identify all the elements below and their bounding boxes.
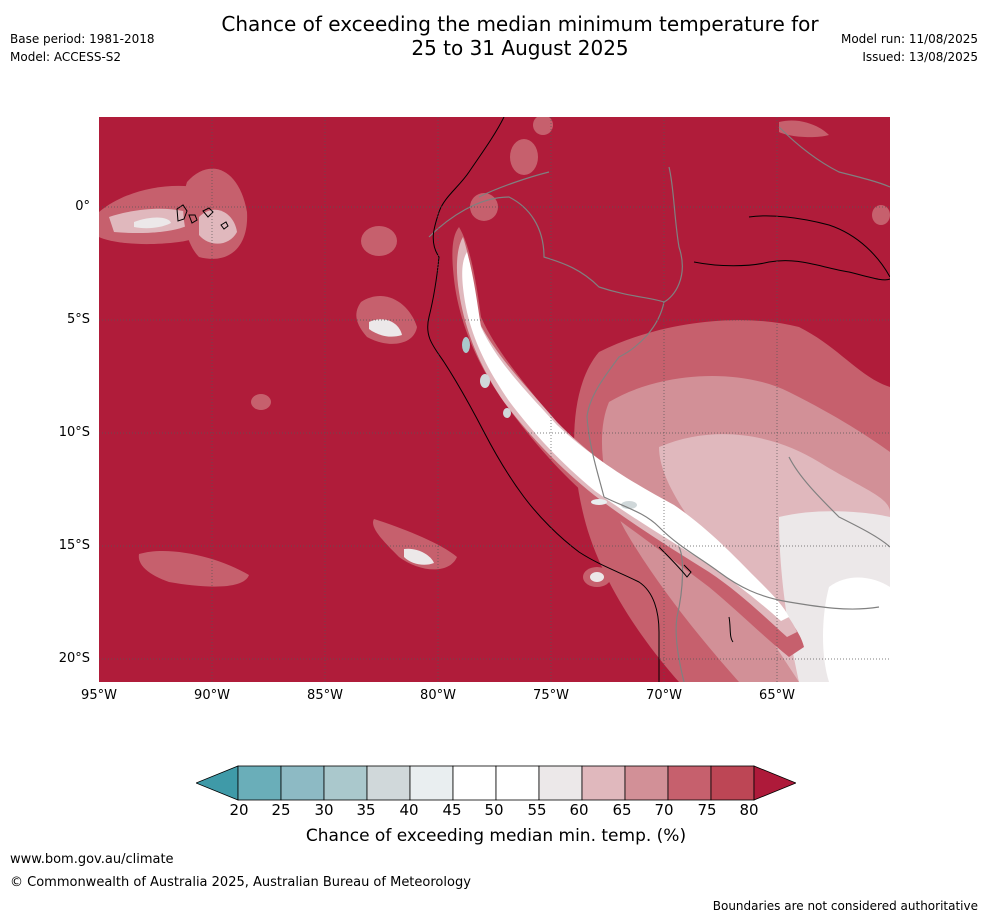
probability-map	[99, 117, 890, 682]
colorbar-arrow-low	[196, 765, 239, 801]
model-text: Model: ACCESS-S2	[10, 50, 122, 64]
colorbar-cell	[538, 765, 583, 801]
coastal-band	[452, 227, 804, 657]
base-period-text: Base period: 1981-2018	[10, 32, 155, 46]
colorbar-cell	[409, 765, 454, 801]
colorbar-tick-35: 35	[356, 801, 376, 819]
colorbar-cell	[237, 765, 282, 801]
coastline	[427, 117, 890, 682]
lon-label-85w: 85°W	[307, 688, 343, 703]
gridlines	[99, 117, 890, 682]
colorbar-tick-75: 75	[697, 801, 717, 819]
colorbar-tick-60: 60	[569, 801, 589, 819]
lat-label-20s: 20°S	[58, 651, 90, 666]
colorbar-cell	[581, 765, 626, 801]
colorbar-arrow-high	[753, 765, 796, 801]
colorbar-cell	[452, 765, 497, 801]
colorbar-tick-55: 55	[527, 801, 547, 819]
lon-label-70w: 70°W	[646, 688, 682, 703]
colorbar-tick-40: 40	[399, 801, 419, 819]
colorbar	[196, 765, 796, 801]
colorbar-tick-25: 25	[271, 801, 291, 819]
title-line-2: 25 to 31 August 2025	[411, 36, 629, 60]
colorbar-tick-50: 50	[484, 801, 504, 819]
colorbar-tick-65: 65	[612, 801, 632, 819]
lon-label-95w: 95°W	[81, 688, 117, 703]
colorbar-cell	[366, 765, 411, 801]
footer-copyright: © Commonwealth of Australia 2025, Austra…	[10, 875, 471, 890]
colorbar-cell	[667, 765, 712, 801]
galapagos-anomaly	[99, 168, 248, 259]
colorbar-tick-45: 45	[442, 801, 462, 819]
lat-label-5s: 5°S	[66, 312, 90, 327]
footer-url: www.bom.gov.au/climate	[10, 852, 174, 867]
issued-text: Issued: 13/08/2025	[862, 50, 978, 64]
interior-anomaly	[574, 320, 890, 682]
colorbar-cell	[280, 765, 325, 801]
lat-label-15s: 15°S	[58, 538, 90, 553]
colorbar-tick-80: 80	[739, 801, 759, 819]
colorbar-cell	[495, 765, 540, 801]
lon-label-65w: 65°W	[759, 688, 795, 703]
colorbar-cell	[624, 765, 669, 801]
lat-label-0: 0°	[75, 199, 90, 214]
colorbar-label: Chance of exceeding median min. temp. (%…	[305, 826, 687, 846]
colorbar-tick-70: 70	[654, 801, 674, 819]
lon-label-80w: 80°W	[420, 688, 456, 703]
colorbar-cell	[323, 765, 368, 801]
meta-left: Base period: 1981-2018 Model: ACCESS-S2	[10, 30, 155, 66]
colorbar-tick-30: 30	[314, 801, 334, 819]
meta-right: Model run: 11/08/2025 Issued: 13/08/2025	[841, 30, 978, 66]
footer-disclaimer: Boundaries are not considered authoritat…	[712, 899, 978, 913]
title-line-1: Chance of exceeding the median minimum t…	[221, 12, 819, 36]
chart-title: Chance of exceeding the median minimum t…	[0, 12, 988, 60]
model-run-text: Model run: 11/08/2025	[840, 32, 978, 46]
country-borders	[428, 126, 890, 682]
colorbar-cell	[710, 765, 755, 801]
lat-label-10s: 10°S	[58, 425, 90, 440]
colorbar-tick-20: 20	[229, 801, 249, 819]
lon-label-90w: 90°W	[194, 688, 230, 703]
lon-label-75w: 75°W	[533, 688, 569, 703]
offshore-anomalies	[138, 117, 890, 587]
